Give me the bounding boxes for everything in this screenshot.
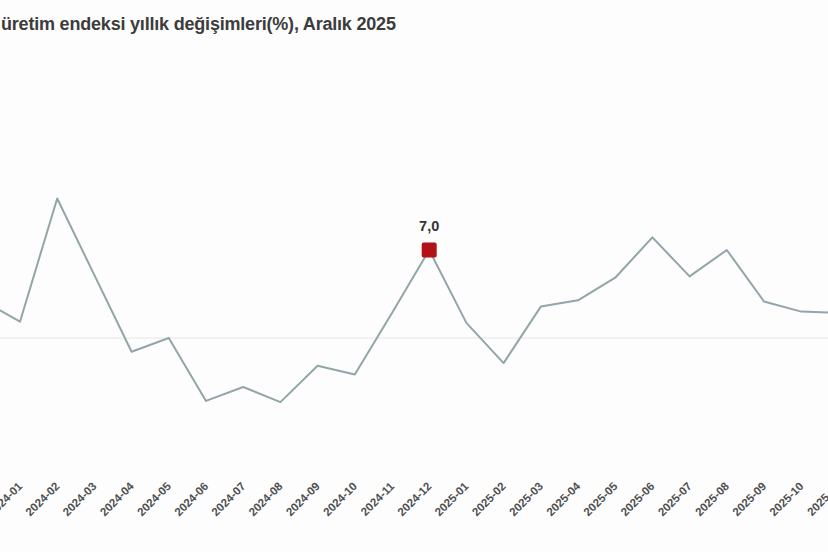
x-axis-label: 2024-10 [321, 480, 359, 518]
x-axis-label: 2024-08 [246, 480, 285, 519]
x-axis-label: 2024-12 [395, 480, 433, 518]
x-axis-label: 2025-09 [730, 480, 768, 518]
x-axis-label: 2025-07 [656, 480, 694, 518]
x-axis-label: 2024-11 [359, 480, 397, 518]
x-axis-label: 2025-08 [693, 480, 732, 519]
highlight-marker [422, 243, 437, 258]
series-line [0, 199, 828, 403]
x-axis-label: 2025-10 [767, 480, 805, 518]
x-axis-label: 2025-01 [432, 480, 471, 519]
x-axis-label: 2024-06 [172, 480, 210, 518]
x-axis-label: 2024-03 [60, 480, 98, 518]
x-axis-label: 2025-03 [507, 480, 545, 518]
x-axis-label: 2024-01 [0, 480, 25, 519]
x-axis-label: 2024-04 [98, 480, 137, 519]
x-axis-label: 2024-02 [23, 480, 61, 518]
x-axis-label: 2025-02 [470, 480, 508, 518]
x-axis-label: 2024-07 [209, 480, 247, 518]
highlight-value-label: 7,0 [419, 218, 439, 234]
x-axis-label: 2025-05 [581, 480, 620, 519]
line-chart: 2024-012024-022024-032024-042024-052024-… [0, 0, 828, 552]
x-axis-label: 2024-09 [284, 480, 322, 518]
x-axis-label: 2025-11 [805, 480, 828, 518]
x-axis-label: 2024-05 [135, 480, 174, 519]
x-axis-label: 2025-04 [544, 480, 583, 519]
x-axis-label: 2025-06 [618, 480, 656, 518]
